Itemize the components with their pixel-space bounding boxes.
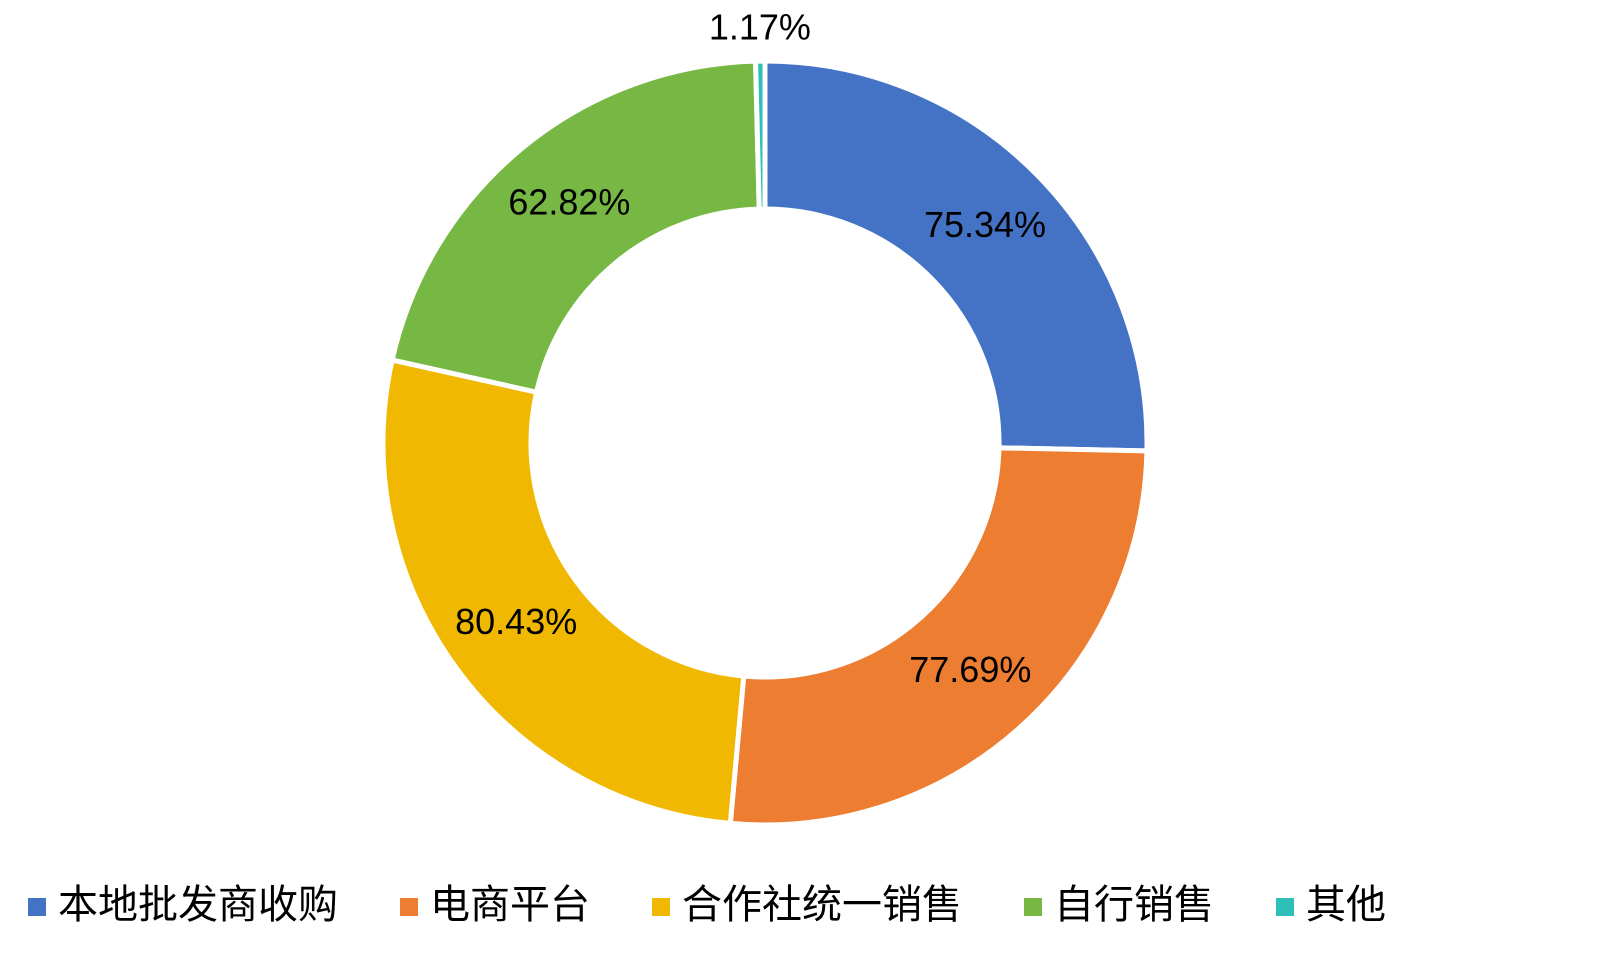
legend-label: 本地批发商收购 [58, 882, 338, 928]
legend-label: 电商平台 [430, 882, 590, 928]
data-label: 77.69% [909, 649, 1031, 690]
legend-label: 合作社统一销售 [682, 882, 962, 928]
legend-swatch [1024, 898, 1042, 916]
legend-swatch [652, 898, 670, 916]
legend-swatch [28, 898, 46, 916]
data-label: 1.17% [709, 7, 811, 48]
slice [752, 58, 768, 212]
data-label: 75.34% [924, 204, 1046, 245]
legend-label: 其他 [1306, 882, 1386, 928]
slice [380, 356, 747, 827]
data-label: 62.82% [508, 182, 630, 223]
legend-label: 自行销售 [1054, 882, 1214, 928]
legend-swatch [400, 898, 418, 916]
slice [762, 58, 1150, 454]
legend-swatch [1276, 898, 1294, 916]
slice [389, 58, 762, 396]
slice [727, 445, 1150, 828]
data-label: 80.43% [455, 601, 577, 642]
